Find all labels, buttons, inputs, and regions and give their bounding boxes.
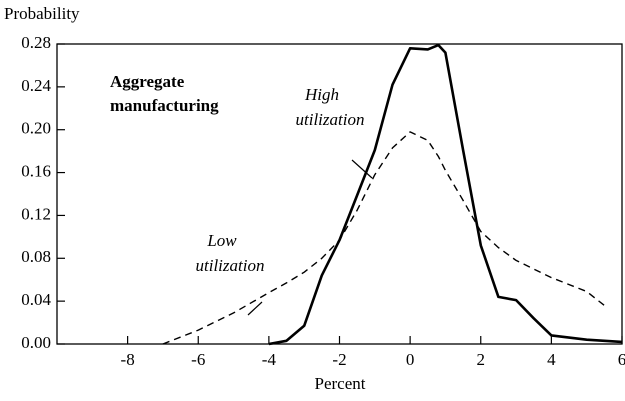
x-tick-label: 4 xyxy=(547,350,556,369)
x-tick-label: 6 xyxy=(618,350,625,369)
x-axis-label: Percent xyxy=(315,374,366,393)
line-series xyxy=(268,43,623,346)
y-tick-label: 0.08 xyxy=(21,247,51,266)
x-tick-label: -6 xyxy=(191,350,205,369)
annotation: Aggregate manufacturing xyxy=(110,72,219,115)
pointer-line xyxy=(247,301,263,316)
y-tick-label: 0.20 xyxy=(21,119,51,138)
y-tick-label: 0.00 xyxy=(21,333,51,352)
x-tick-label: 2 xyxy=(477,350,486,369)
series-label: Low utilization xyxy=(196,231,265,275)
pointer-line xyxy=(351,159,373,179)
y-tick-label: 0.12 xyxy=(21,204,51,223)
y-axis-label: Probability xyxy=(4,4,80,23)
y-tick-label: 0.28 xyxy=(21,33,51,52)
y-tick-label: 0.04 xyxy=(21,290,51,309)
series-label: High utilization xyxy=(296,85,365,129)
x-tick-label: 0 xyxy=(406,350,415,369)
x-tick-label: -2 xyxy=(332,350,346,369)
x-tick-label: -8 xyxy=(121,350,135,369)
line-series xyxy=(162,131,605,345)
y-tick-label: 0.16 xyxy=(21,161,51,180)
x-tick-label: -4 xyxy=(262,350,277,369)
y-tick-label: 0.24 xyxy=(21,76,51,95)
